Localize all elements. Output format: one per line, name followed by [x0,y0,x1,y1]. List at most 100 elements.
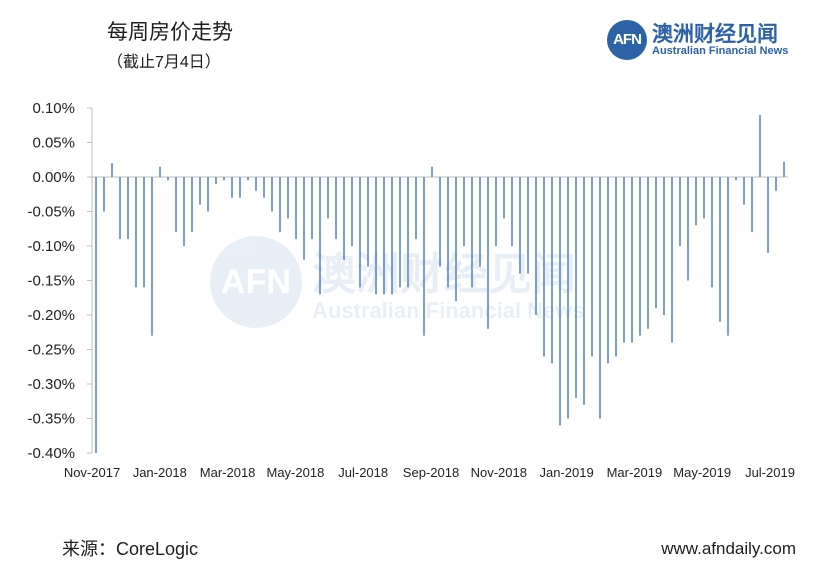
bar [423,177,425,336]
bar [559,177,561,426]
bar [487,177,489,329]
bar [767,177,769,253]
bar [311,177,313,240]
x-axis: Nov-2017 Jan-2018 Mar-2018 May-2018 Jul-2018… [64,465,795,480]
y-tick-label: -0.20% [27,307,75,324]
afn-logo-name-cn: 澳洲财经见闻 [652,23,778,46]
bar [167,177,169,181]
bar [255,177,257,191]
bar [463,177,465,246]
bar [431,166,433,177]
source-note: 来源：CoreLogic [62,539,199,559]
bar [343,177,345,260]
website-url: www.afndaily.com [661,539,796,558]
bar [775,177,777,191]
bar [239,177,241,198]
bar [679,177,681,246]
bar [335,177,337,240]
y-axis: 0.10% 0.05% 0.00% -0.05% -0.10% -0.15% -0.20% -… [27,100,93,462]
bar [143,177,145,288]
bar-series [92,114,788,453]
afn-logo: AFN 澳洲财经见闻 Australian Financial News [607,18,797,62]
bar [103,177,105,212]
x-tick-label: May-2019 [673,465,731,480]
bar [263,177,265,198]
bar [599,177,601,419]
bar [399,177,401,288]
bar [471,177,473,288]
bar [495,177,497,246]
bar [351,177,353,246]
y-tick-label: -0.25% [27,342,75,359]
bar [207,177,209,212]
bar [415,177,417,240]
bar [135,177,137,288]
x-tick-label: Jul-2019 [745,465,795,480]
y-tick-label: -0.15% [27,273,75,290]
x-tick-label: Jan-2018 [133,465,187,480]
bar [95,177,97,453]
bar [671,177,673,343]
bar [191,177,193,233]
bar [407,177,409,288]
x-tick-label: Nov-2018 [471,465,527,480]
bar [199,177,201,205]
bar [519,177,521,274]
bar [231,177,233,198]
bar [175,177,177,233]
bar [607,177,609,364]
bar [303,177,305,260]
y-tick-label: 0.00% [32,169,75,186]
bar [295,177,297,240]
bar [727,177,729,336]
bar [567,177,569,419]
bar [215,177,217,184]
bar [687,177,689,281]
y-tick-label: 0.05% [32,135,75,152]
bar [591,177,593,357]
bar [711,177,713,288]
bar [695,177,697,226]
bar [375,177,377,295]
bar [479,177,481,267]
y-tick-label: -0.30% [27,376,75,393]
bar [735,177,737,181]
bar [367,177,369,267]
bar [703,177,705,219]
y-tick-label: -0.10% [27,238,75,255]
bar [631,177,633,343]
bar [575,177,577,398]
bar [127,177,129,240]
x-tick-label: Mar-2018 [200,465,256,480]
x-tick-label: Mar-2019 [607,465,663,480]
chart-subtitle: （截止7月4日） [107,54,221,71]
bar [655,177,657,309]
bar [551,177,553,364]
x-tick-label: May-2018 [266,465,324,480]
y-tick-label: -0.40% [27,445,75,462]
chart-title: 每周房价走势 [107,21,233,44]
afn-logo-name-en: Australian Financial News [652,45,789,57]
bar [159,166,161,177]
bar [439,177,441,267]
bar [759,114,761,177]
bar [639,177,641,336]
bar [623,177,625,343]
bar [535,177,537,315]
bar [183,177,185,246]
bar [247,177,249,181]
bar [455,177,457,302]
y-tick-label: 0.10% [32,100,75,117]
bar [583,177,585,405]
bar [647,177,649,329]
bar [151,177,153,336]
bar [319,177,321,295]
bar [223,177,225,181]
x-tick-label: Nov-2017 [64,465,120,480]
bar [615,177,617,357]
y-tick-label: -0.35% [27,411,75,428]
bar [119,177,121,240]
bar [279,177,281,233]
y-tick-label: -0.05% [27,204,75,221]
